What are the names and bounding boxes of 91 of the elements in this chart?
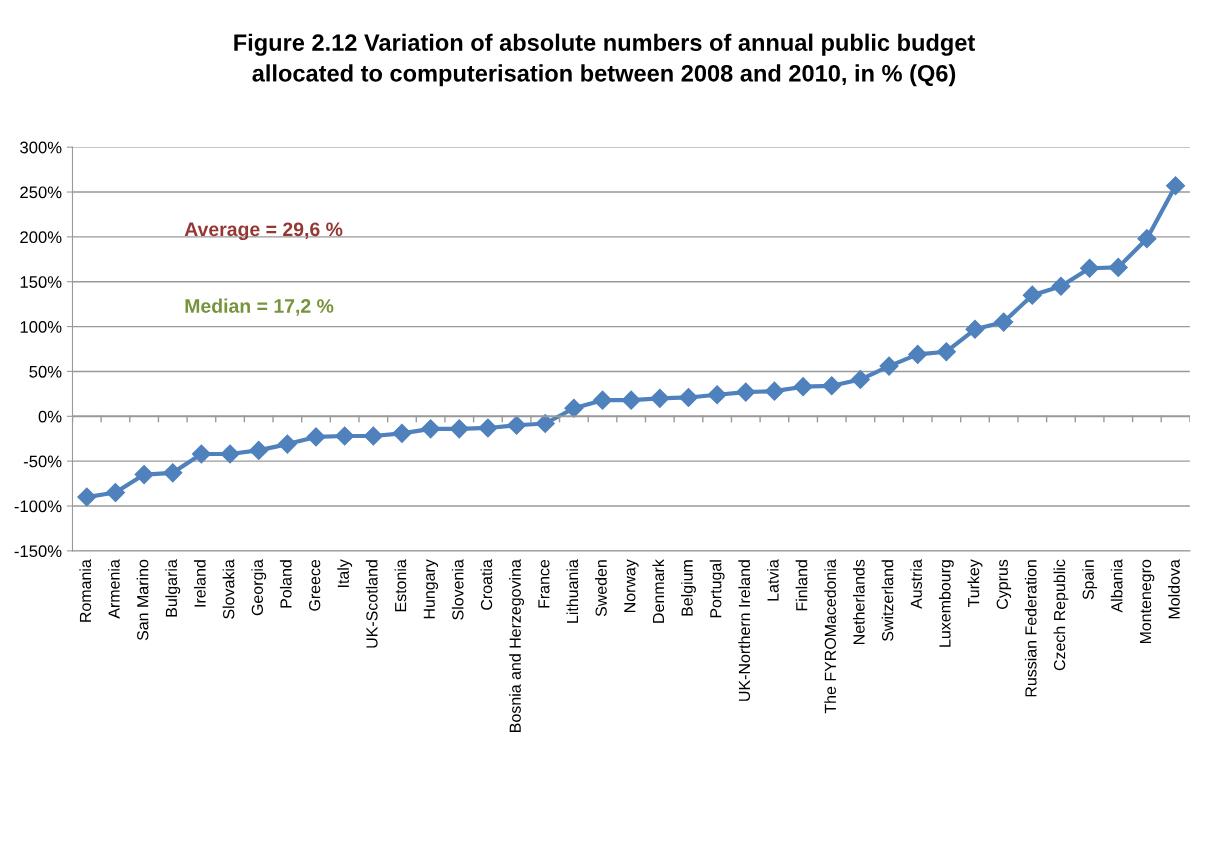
point — [306, 427, 326, 447]
y-tick-label: -100% — [14, 500, 62, 513]
x-tick-label: Albania — [1110, 559, 1123, 613]
y-tick-label: 100% — [20, 320, 62, 333]
point — [879, 356, 899, 376]
x-tick-label: Bulgaria — [165, 559, 181, 617]
point — [850, 369, 870, 390]
x-tick-label: Slovenia — [451, 559, 464, 620]
x-tick-label: France — [538, 559, 550, 608]
x-tick-label: Switzerland — [881, 560, 894, 642]
x-tick-label: Netherlands — [852, 559, 865, 644]
y-tick-label: 50% — [29, 365, 62, 378]
point — [220, 444, 240, 464]
point — [621, 390, 641, 410]
x-tick-label: Moldova — [1168, 559, 1180, 619]
point — [764, 381, 784, 401]
x-tick-label: Portugal — [709, 560, 725, 618]
point — [163, 463, 183, 483]
x-tick-label: Montenegro — [1140, 559, 1155, 644]
point — [736, 382, 756, 402]
point — [421, 419, 441, 439]
x-tick-label: Sweden — [595, 560, 607, 617]
x-tick-label: Croatia — [480, 559, 493, 610]
x-tick-label: Norway — [624, 559, 639, 613]
point — [564, 398, 584, 418]
y-tick-label: 300% — [20, 141, 62, 154]
x-tick-label: Poland — [279, 560, 292, 608]
y-tick-label: 250% — [20, 186, 62, 199]
x-tick-label: Cyprus — [996, 559, 1012, 609]
x-tick-label: Belgium — [681, 560, 696, 616]
point — [249, 440, 269, 460]
point — [1166, 176, 1186, 196]
x-tick-label: Czech Republic — [1053, 559, 1069, 671]
point — [392, 423, 412, 443]
point — [994, 312, 1014, 332]
x-tick-label: Romania — [79, 559, 92, 622]
point — [535, 413, 555, 434]
point — [965, 319, 985, 339]
x-tick-label: The FYROMacedonia — [824, 559, 837, 714]
point — [449, 419, 469, 439]
chart-title: Figure 2.12 Variation of absolute numbers of annual public budget allocated to computerisation between 2008 and 2010, in % (Q6) — [234, 33, 976, 87]
x-tick-label: Slovakia — [222, 559, 235, 619]
point — [1137, 229, 1157, 249]
y-tick-label: 150% — [20, 276, 62, 288]
point — [592, 390, 613, 410]
x-tick-label: Lithuania — [566, 559, 579, 623]
point — [363, 426, 383, 446]
x-tick-label: Italy — [337, 559, 353, 587]
x-tick-label: UK-Scotland — [365, 560, 378, 648]
point — [478, 418, 498, 438]
y-tick-label: -50% — [23, 455, 62, 468]
x-tick-label: Spain — [1082, 560, 1098, 600]
point — [936, 342, 956, 362]
x-tick-label: Georgia — [251, 559, 267, 616]
point — [335, 426, 355, 446]
point — [507, 415, 527, 435]
annotation: Median = 17,2 % — [185, 298, 334, 316]
x-tick-label: Russian Federation — [1024, 560, 1037, 697]
point — [1022, 285, 1042, 305]
point — [707, 385, 727, 405]
point — [191, 444, 211, 464]
x-tick-label: Greece — [308, 559, 321, 611]
x-tick-label: Turkey — [967, 559, 983, 608]
x-tick-label: Bosnia and Herzegovina — [509, 559, 525, 732]
point — [1108, 257, 1128, 277]
point — [277, 434, 297, 454]
x-tick-label: Armenia — [108, 559, 120, 619]
point — [678, 387, 699, 407]
x-tick-label: Latvia — [766, 559, 779, 601]
x-tick-label: Hungary — [423, 559, 439, 619]
x-tick-label: Austria — [910, 559, 922, 609]
x-tick-label: Estonia — [394, 559, 407, 612]
x-tick-label: UK-Northern Ireland — [738, 560, 751, 701]
annotation: Average = 29,6 % — [184, 222, 343, 241]
point — [105, 483, 125, 503]
point — [793, 377, 813, 397]
x-tick-label: Finland — [795, 560, 808, 611]
point — [822, 376, 842, 396]
point — [908, 344, 928, 364]
x-tick-label: Luxembourg — [938, 560, 954, 647]
y-tick-label: -150% — [14, 545, 62, 558]
y-tick-label: 200% — [20, 231, 62, 244]
x-tick-label: San Marino — [136, 559, 149, 641]
point — [1080, 258, 1100, 278]
point — [134, 465, 154, 485]
y-tick-label: 0% — [38, 410, 62, 423]
point — [77, 487, 97, 507]
point — [1051, 276, 1071, 296]
x-tick-label: Ireland — [193, 560, 206, 607]
x-tick-label: Denmark — [652, 559, 665, 623]
point — [650, 388, 670, 408]
